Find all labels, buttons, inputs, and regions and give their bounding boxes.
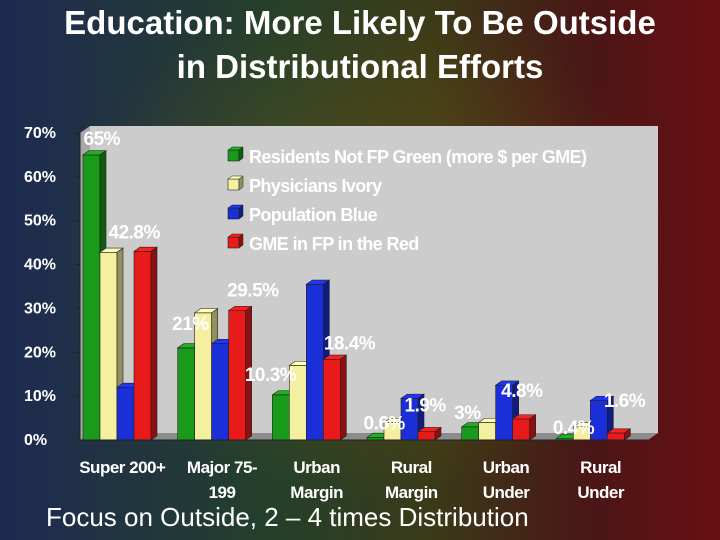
bar-front <box>323 359 341 441</box>
data-label: 4.8% <box>501 381 543 402</box>
bar <box>606 428 632 441</box>
legend-swatch-front <box>227 236 240 249</box>
legend-swatch-front <box>227 149 240 162</box>
data-label: 10.3% <box>245 365 297 386</box>
bar <box>417 426 442 441</box>
bar <box>511 414 537 441</box>
y-tick-label: 0% <box>24 432 47 449</box>
data-labels: 65% 42.8% 21% 29.5% 10.3% 18.4% 0.6%1.9% 3% 4.8%… <box>84 129 647 439</box>
category-label: Urban <box>483 458 530 477</box>
bar-side <box>245 305 252 441</box>
category-label: 199 <box>209 483 236 502</box>
bar-side <box>624 428 631 441</box>
legend-swatch <box>227 233 244 249</box>
plot-area <box>80 126 658 440</box>
data-label: 29.5% <box>227 281 279 302</box>
legend-entry: Population Blue <box>249 205 378 225</box>
legend-swatch-side <box>238 204 244 220</box>
data-label: 65% <box>84 129 121 150</box>
bar-front <box>116 387 135 441</box>
bar-side <box>340 354 347 441</box>
data-label: 0.6% <box>364 413 406 434</box>
category-label: Rural <box>580 458 621 477</box>
category-label: Margin <box>290 483 343 502</box>
legend-swatch-side <box>238 233 244 249</box>
category-label: Super 200+ <box>79 458 166 477</box>
y-axis: 0% 10% 20% 30% 40% 50% 60% 70% <box>24 125 81 449</box>
y-tick-label: 20% <box>24 344 56 361</box>
data-label: 18.4% <box>324 333 376 354</box>
legend: Residents Not FP Green (more $ per GME) P… <box>227 146 588 254</box>
bar-front <box>211 343 229 441</box>
legend-swatch <box>227 146 244 162</box>
data-label: 3% <box>454 403 481 424</box>
y-tick-label: 40% <box>24 257 56 274</box>
legend-swatch-front <box>227 178 240 191</box>
bar-side <box>529 414 536 441</box>
bar-side <box>150 246 158 441</box>
bar-front <box>607 432 625 441</box>
legend-entry: Physicians Ivory <box>249 176 382 196</box>
legend-swatch-side <box>238 146 244 162</box>
bar <box>227 305 253 441</box>
bar-front <box>306 284 324 441</box>
category-label: Under <box>577 483 625 502</box>
category-label: Margin <box>385 483 438 502</box>
bar-front <box>228 310 246 441</box>
category-label: Urban <box>293 458 340 477</box>
data-label: 0.4% <box>553 418 595 439</box>
bars <box>82 150 632 441</box>
bar-front <box>82 154 101 441</box>
bar-front <box>461 426 479 441</box>
category-label: Major 75- <box>187 458 257 477</box>
bar <box>589 395 615 441</box>
data-label: 42.8% <box>109 222 161 243</box>
chart-title-line-1: Education: More Likely To Be Outside <box>64 4 656 41</box>
bar-front <box>177 347 195 441</box>
y-tick-label: 30% <box>24 300 56 317</box>
bar-front <box>272 394 290 441</box>
bar-front <box>512 418 530 441</box>
legend-swatch <box>227 175 244 191</box>
y-tick-label: 60% <box>24 169 56 186</box>
y-tick-label: 70% <box>24 125 56 142</box>
legend-swatch-side <box>238 175 244 191</box>
category-label: Under <box>483 483 531 502</box>
y-tick-label: 50% <box>24 213 56 230</box>
bar <box>494 380 520 441</box>
x-axis: Super 200+ Major 75- 199 Urban Margin Rural Ma… <box>79 439 648 502</box>
footer-caption: Focus on Outside, 2 – 4 times Distributi… <box>46 502 529 532</box>
bar-side <box>434 426 442 441</box>
bar-front <box>133 251 152 441</box>
data-label: 21% <box>172 314 209 335</box>
chart-title-line-2: in Distributional Efforts <box>176 48 544 85</box>
legend-entry: Residents Not FP Green (more $ per GME) <box>249 147 587 167</box>
bar <box>133 246 158 441</box>
bar-front <box>478 422 496 441</box>
data-label: 1.9% <box>405 396 447 417</box>
legend-swatch-front <box>227 207 240 220</box>
category-label: Rural <box>391 458 432 477</box>
y-tick-label: 10% <box>24 388 56 405</box>
legend-swatch <box>227 204 244 220</box>
bar-front <box>417 431 436 441</box>
data-label: 1.6% <box>604 391 646 412</box>
bar-front <box>99 251 118 441</box>
legend-entry: GME in FP in the Red <box>249 234 419 254</box>
bar <box>322 354 348 441</box>
plot-back-wall <box>90 126 658 433</box>
